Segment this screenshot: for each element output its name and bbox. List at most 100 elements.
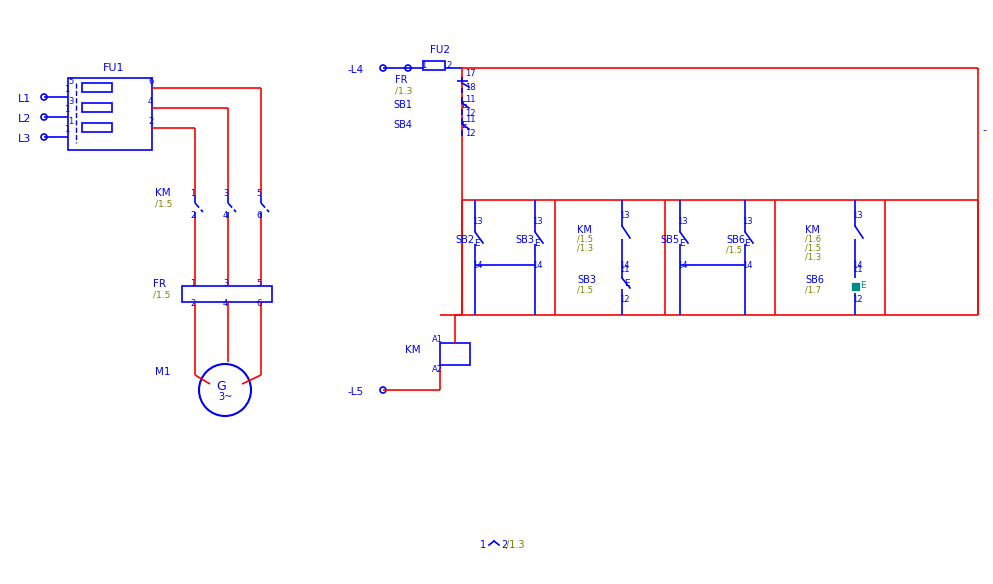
Text: L1: L1	[18, 94, 31, 104]
Text: 17: 17	[465, 68, 476, 78]
Text: KM: KM	[805, 225, 820, 235]
Bar	[82, 83, 112, 92]
Text: 2: 2	[446, 61, 451, 69]
Text: 13: 13	[619, 210, 630, 220]
Text: /1.5: /1.5	[577, 286, 593, 294]
Text: SB3: SB3	[515, 235, 534, 245]
Text: A2: A2	[432, 366, 443, 374]
Text: 14: 14	[677, 260, 687, 269]
Text: 3: 3	[223, 280, 228, 288]
Text: E: E	[624, 279, 630, 287]
Text: -: -	[982, 125, 986, 135]
Text: SB6: SB6	[805, 275, 824, 285]
Text: 1: 1	[64, 85, 70, 93]
Text: 3: 3	[223, 189, 228, 197]
Text: 13: 13	[677, 217, 687, 227]
Text: 6: 6	[256, 300, 261, 308]
Text: FR: FR	[153, 279, 166, 289]
Bar	[440, 343, 470, 365]
Text: 5: 5	[68, 77, 73, 85]
Text: 4: 4	[148, 96, 153, 106]
Circle shape	[199, 364, 251, 416]
Text: E: E	[860, 280, 866, 290]
Text: SB4: SB4	[393, 120, 412, 130]
Text: 3: 3	[68, 96, 73, 106]
Text: /1.5: /1.5	[155, 200, 173, 208]
Text: 14: 14	[742, 260, 753, 269]
Text: FU1: FU1	[103, 63, 124, 73]
Text: 13: 13	[742, 217, 753, 227]
Text: FR: FR	[395, 75, 407, 85]
Text: E: E	[461, 121, 467, 130]
Text: 1: 1	[68, 116, 73, 126]
Bar	[68, 78, 152, 150]
Text: 13: 13	[532, 217, 542, 227]
Text: E: E	[534, 238, 539, 248]
Text: L2: L2	[18, 114, 32, 124]
Text: 12: 12	[619, 296, 630, 304]
Text: -L4: -L4	[348, 65, 364, 75]
Text: 1: 1	[190, 189, 196, 197]
Text: SB6: SB6	[726, 235, 745, 245]
Text: 1: 1	[480, 540, 487, 550]
Text: 14: 14	[852, 260, 863, 269]
Text: /1.6: /1.6	[805, 235, 821, 244]
Text: 6: 6	[256, 211, 261, 221]
Text: /1.5: /1.5	[726, 245, 742, 255]
Text: /1.5: /1.5	[153, 290, 171, 300]
Text: 14: 14	[619, 260, 630, 269]
Text: 4: 4	[223, 300, 228, 308]
Text: 12: 12	[465, 128, 476, 137]
Bar	[182, 286, 272, 302]
Text: E: E	[461, 102, 467, 110]
Text: FU2: FU2	[430, 45, 450, 55]
Text: 12: 12	[852, 296, 863, 304]
Text: 3~: 3~	[218, 392, 232, 402]
Text: 13: 13	[852, 210, 863, 220]
Text: E: E	[679, 238, 684, 248]
Text: /1.5: /1.5	[577, 235, 593, 244]
Text: 11: 11	[465, 116, 476, 124]
Text: 2: 2	[190, 211, 196, 221]
Text: KM: KM	[155, 188, 171, 198]
Text: G: G	[216, 381, 225, 394]
Text: /1.7: /1.7	[805, 286, 821, 294]
Text: E: E	[474, 238, 480, 248]
Text: 12: 12	[465, 109, 476, 117]
Text: 18: 18	[465, 84, 476, 92]
Text: M1: M1	[155, 367, 171, 377]
Text: SB3: SB3	[577, 275, 596, 285]
Text: /1.3: /1.3	[506, 540, 524, 550]
Bar	[852, 283, 859, 290]
Text: 13: 13	[472, 217, 483, 227]
Text: 11: 11	[465, 96, 476, 105]
Text: /1.3: /1.3	[395, 86, 412, 96]
Text: 1: 1	[421, 61, 426, 69]
Bar	[82, 103, 112, 112]
Text: 4: 4	[223, 211, 228, 221]
Text: 2: 2	[148, 116, 153, 126]
Text: A1: A1	[432, 335, 443, 345]
Text: /1.3: /1.3	[805, 252, 821, 262]
Text: L3: L3	[18, 134, 31, 144]
Text: KM: KM	[577, 225, 592, 235]
Bar	[423, 61, 445, 70]
Text: 1: 1	[64, 105, 70, 113]
Text: 1: 1	[64, 124, 70, 134]
Text: 6: 6	[148, 77, 153, 85]
Text: SB1: SB1	[393, 100, 412, 110]
Text: 11: 11	[619, 266, 630, 274]
Text: /1.3: /1.3	[577, 244, 593, 252]
Text: 5: 5	[256, 189, 261, 197]
Text: SB2: SB2	[455, 235, 474, 245]
Text: E: E	[744, 238, 750, 248]
Text: 2: 2	[501, 540, 507, 550]
Text: 2: 2	[190, 300, 196, 308]
Text: KM: KM	[405, 345, 421, 355]
Text: 14: 14	[532, 260, 542, 269]
Text: 11: 11	[852, 266, 863, 274]
Bar	[82, 123, 112, 132]
Text: 14: 14	[472, 260, 483, 269]
Text: -L5: -L5	[348, 387, 364, 397]
Text: 5: 5	[256, 280, 261, 288]
